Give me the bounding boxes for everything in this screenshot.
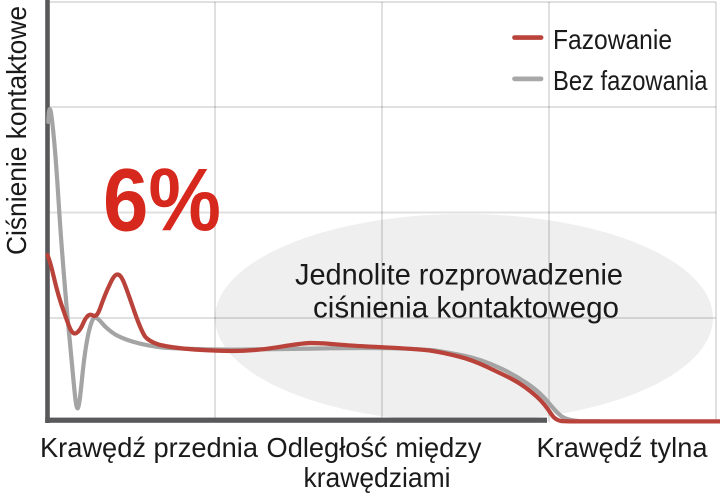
svg-text:ciśnienia kontaktowego: ciśnienia kontaktowego	[313, 292, 619, 325]
svg-text:Ciśnienie kontaktowe: Ciśnienie kontaktowe	[1, 6, 32, 255]
svg-text:krawędziami: krawędziami	[304, 462, 451, 493]
svg-text:Krawędź tylna: Krawędź tylna	[537, 432, 708, 463]
svg-text:Odległość między: Odległość między	[267, 432, 482, 463]
svg-text:6%: 6%	[103, 150, 221, 250]
svg-text:Jednolite rozprowadzenie: Jednolite rozprowadzenie	[295, 258, 623, 291]
svg-text:Fazowanie: Fazowanie	[553, 24, 672, 55]
svg-text:Krawędź przednia: Krawędź przednia	[40, 432, 258, 463]
svg-text:Bez fazowania: Bez fazowania	[553, 65, 708, 96]
